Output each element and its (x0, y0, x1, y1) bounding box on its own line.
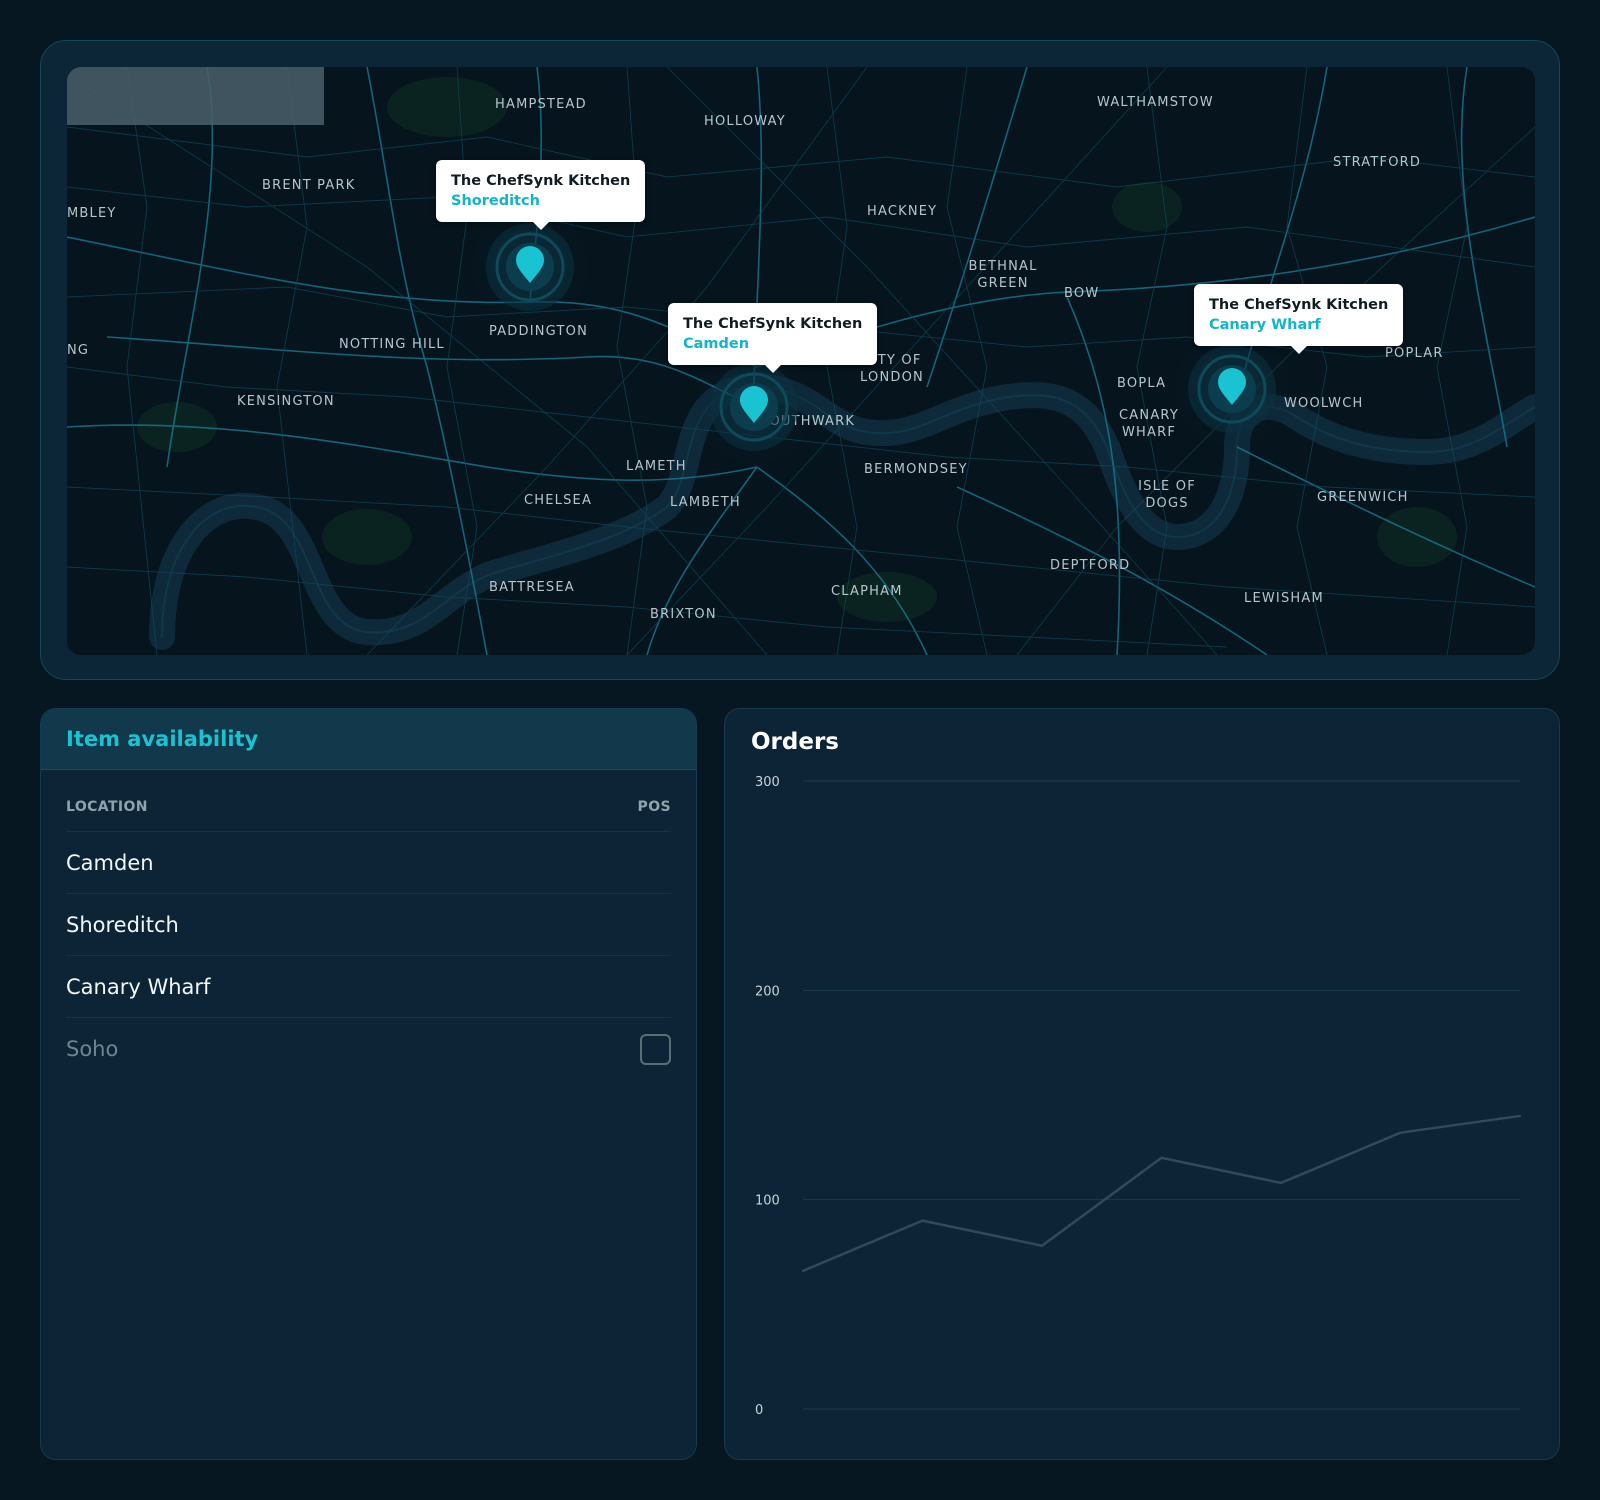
column-header-location: LOCATION (66, 798, 148, 815)
kitchen-callout-canary-wharf[interactable]: The ChefSynk Kitchen Canary Wharf (1194, 284, 1404, 354)
orders-data-point (921, 1219, 924, 1222)
table-row[interactable]: Canary Wharf (66, 956, 671, 1018)
place-label: NG (67, 343, 90, 358)
location-name: Camden (66, 850, 154, 875)
table-row[interactable]: Camden (66, 832, 671, 894)
place-label: BRIXTON (650, 607, 717, 622)
kitchen-name: The ChefSynk Kitchen (451, 173, 631, 189)
place-label: DEPTFORD (1050, 558, 1131, 573)
location-pin-icon[interactable] (482, 217, 578, 313)
column-header-pos: POS (637, 798, 671, 815)
pos-checkbox[interactable] (640, 1033, 671, 1065)
table-row[interactable]: Soho (66, 1018, 671, 1080)
minor-roads (67, 67, 1535, 655)
map-search-placeholder[interactable] (67, 67, 324, 125)
location-name: Shoreditch (66, 912, 179, 937)
kitchen-name: The ChefSynk Kitchen (1209, 297, 1389, 313)
place-label: ISLE OF DOGS (1138, 479, 1196, 511)
place-label: BRENT PARK (262, 178, 356, 193)
place-label: GREENWICH (1317, 490, 1409, 505)
table-header: LOCATION POS (66, 770, 671, 832)
orders-data-point (801, 1269, 805, 1273)
place-label: WOOLWCH (1284, 396, 1364, 411)
place-label: POPLAR (1385, 346, 1444, 361)
orders-data-point (1040, 1244, 1044, 1247)
kitchen-callout-camden[interactable]: The ChefSynk Kitchen Camden (668, 303, 878, 373)
place-label: CANARY WHARF (1119, 408, 1179, 440)
location-pin-icon[interactable] (706, 357, 802, 453)
place-label: KENSINGTON (237, 394, 335, 409)
orders-data-point (1518, 1114, 1522, 1118)
parks (137, 77, 1457, 622)
place-label: CLAPHAM (831, 584, 903, 599)
panel-title: Item availability (66, 727, 259, 751)
kitchen-callout-shoreditch[interactable]: The ChefSynk Kitchen Shoreditch (436, 160, 646, 230)
place-label: MBLEY (67, 206, 117, 221)
place-label: BATTRESEA (489, 580, 575, 595)
map-view[interactable]: HAMPSTEAD HOLLOWAY WALTHAMSTOW STRATFORD… (67, 67, 1535, 655)
panel-title: Orders (751, 729, 839, 755)
place-label: LAMETH (626, 459, 687, 474)
place-label: STRATFORD (1333, 155, 1422, 170)
place-label: BERMONDSEY (864, 462, 968, 477)
place-label: WALTHAMSTOW (1097, 95, 1214, 110)
place-label: CHELSEA (524, 493, 593, 508)
orders-panel: Orders 0 100 200 300 (724, 708, 1560, 1460)
panel-header: Item availability (41, 709, 696, 770)
map-card: HAMPSTEAD HOLLOWAY WALTHAMSTOW STRATFORD… (40, 40, 1560, 680)
kitchen-location: Canary Wharf (1209, 317, 1321, 333)
location-name: Soho (66, 1037, 119, 1061)
y-tick-label: 300 (755, 775, 780, 790)
orders-line-chart: 0 100 200 300 (755, 775, 1522, 1418)
place-label: HACKNEY (867, 204, 938, 219)
orders-data-point (1399, 1131, 1402, 1134)
place-label: NOTTING HILL (339, 337, 445, 352)
place-label: BOPLA (1117, 376, 1167, 391)
item-availability-panel: Item availability LOCATION POS Camden Sh… (40, 708, 697, 1460)
place-label: LAMBETH (670, 495, 741, 510)
place-label: BETHNAL GREEN (968, 259, 1038, 291)
location-name: Canary Wharf (66, 974, 211, 999)
kitchen-location: Camden (683, 336, 750, 352)
place-label: LEWISHAM (1244, 591, 1324, 606)
orders-data-point (1160, 1156, 1163, 1159)
place-label: BOW (1064, 286, 1100, 301)
orders-series-line (802, 1114, 1521, 1272)
major-roads (67, 67, 1535, 655)
availability-table: LOCATION POS Camden Shoreditch Canary Wh… (66, 770, 671, 1080)
kitchen-name: The ChefSynk Kitchen (683, 316, 863, 332)
place-label: PADDINGTON (489, 324, 588, 339)
table-row[interactable]: Shoreditch (66, 894, 671, 956)
orders-data-point (1279, 1181, 1283, 1185)
place-label: HOLLOWAY (704, 114, 786, 129)
kitchen-location: Shoreditch (451, 193, 540, 209)
y-tick-label: 0 (755, 1403, 763, 1418)
y-tick-label: 100 (755, 1194, 780, 1209)
y-tick-label: 200 (755, 984, 780, 999)
location-pin-icon[interactable] (1184, 339, 1280, 435)
place-label: HAMPSTEAD (495, 97, 587, 112)
